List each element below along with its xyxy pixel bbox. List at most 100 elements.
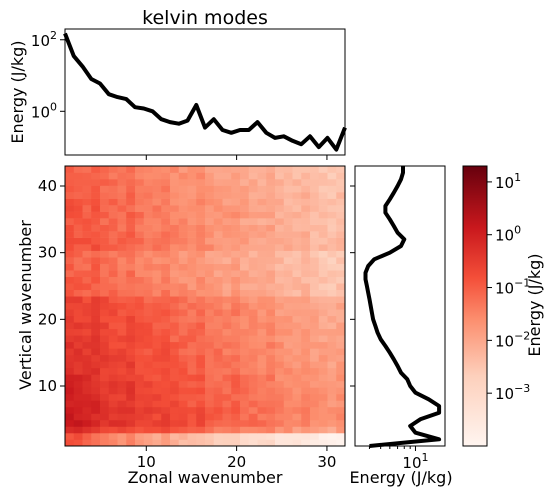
heatmap-cell	[170, 400, 180, 408]
heatmap-cell	[222, 244, 232, 251]
heatmap-cell	[108, 185, 118, 193]
heatmap-cell	[91, 270, 101, 277]
heatmap-cell	[117, 276, 127, 284]
heatmap-cell	[231, 335, 241, 343]
heatmap-cell	[336, 179, 346, 186]
heatmap-cell	[135, 328, 145, 336]
heatmap-cell	[248, 361, 258, 369]
heatmap-cell	[301, 302, 311, 310]
colorbar-tick-label: 10−2	[495, 329, 530, 350]
heatmap-cell	[292, 237, 302, 245]
heatmap-cell	[301, 419, 311, 427]
heatmap-cell	[65, 244, 75, 251]
heatmap-cell	[73, 348, 83, 356]
heatmap-cell	[73, 296, 83, 304]
heatmap-cell	[275, 426, 285, 434]
heatmap-cell	[310, 361, 320, 369]
heatmap-cell	[327, 283, 337, 291]
heatmap-cell	[301, 413, 311, 421]
heatmap-cell	[126, 322, 136, 330]
heatmap-cell	[143, 354, 153, 362]
heatmap-cell	[178, 185, 188, 193]
heatmap-cell	[196, 179, 206, 186]
heatmap-cell	[187, 380, 197, 388]
heatmap-cell	[318, 426, 328, 434]
heatmap-cell	[231, 354, 241, 362]
heatmap-cell	[336, 224, 346, 232]
heatmap-cell	[213, 283, 223, 291]
heatmap-cell	[336, 205, 346, 212]
heatmap-cell	[178, 315, 188, 323]
heatmap-cell	[266, 387, 276, 395]
heatmap-cell	[301, 406, 311, 414]
heatmap-cell	[231, 322, 241, 330]
heatmap-cell	[100, 341, 110, 349]
heatmap-cell	[135, 270, 145, 277]
heatmap-cell	[266, 192, 276, 199]
heatmap-cell	[257, 400, 267, 408]
heatmap-cell	[248, 224, 258, 232]
heatmap-cell	[205, 322, 215, 330]
heatmap-cell	[143, 393, 153, 401]
heatmap-cell	[126, 419, 136, 427]
heatmap-cell	[82, 237, 92, 245]
heatmap-cell	[292, 387, 302, 395]
heatmap-cell	[275, 387, 285, 395]
heatmap-cell	[91, 374, 101, 382]
heatmap-cell	[161, 237, 171, 245]
heatmap-cell	[283, 406, 293, 414]
heatmap-cell	[336, 406, 346, 414]
heatmap-cell	[117, 198, 127, 206]
heatmap-cell	[327, 289, 337, 297]
heatmap-cell	[73, 231, 83, 238]
heatmap-cell	[187, 296, 197, 304]
heatmap-cell	[135, 166, 145, 173]
profile-xtick-label: 101	[402, 451, 428, 472]
heatmap-cell	[108, 224, 118, 232]
heatmap-cell	[178, 432, 188, 440]
heatmap-cell	[108, 211, 118, 219]
heatmap-cell	[257, 289, 267, 297]
heatmap-cell	[117, 361, 127, 369]
heatmap-cell	[73, 192, 83, 199]
heatmap-cell	[117, 172, 127, 180]
heatmap-cell	[100, 335, 110, 343]
heatmap-cell	[82, 367, 92, 375]
heatmap-cell	[205, 335, 215, 343]
heatmap-cell	[82, 328, 92, 336]
heatmap-cell	[213, 211, 223, 219]
heatmap-cell	[126, 198, 136, 206]
heatmap-cell	[231, 309, 241, 317]
heatmap-cell	[126, 218, 136, 225]
heatmap-cell	[292, 380, 302, 388]
heatmap-cell	[283, 367, 293, 375]
heatmap-cell	[117, 367, 127, 375]
heatmap-cell	[143, 198, 153, 206]
heatmap-cell	[82, 426, 92, 434]
heatmap-cell	[327, 315, 337, 323]
heatmap-cell	[170, 296, 180, 304]
heatmap-cell	[73, 393, 83, 401]
heatmap-cell	[257, 257, 267, 264]
heatmap-cell	[257, 172, 267, 180]
heatmap-cell	[240, 205, 250, 212]
heatmap-cell	[82, 289, 92, 297]
heatmap-cell	[257, 283, 267, 291]
heatmap-cell	[143, 387, 153, 395]
heatmap-cell	[318, 257, 328, 264]
heatmap-cell	[248, 179, 258, 186]
heatmap-cell	[240, 289, 250, 297]
heatmap-cell	[318, 205, 328, 212]
heatmap-cell	[213, 231, 223, 238]
heatmap-cell	[65, 205, 75, 212]
heatmap-cell	[135, 361, 145, 369]
heatmap-cell	[143, 237, 153, 245]
heatmap-cell	[91, 426, 101, 434]
heatmap-cell	[135, 283, 145, 291]
heatmap-cell	[108, 257, 118, 264]
heatmap-cell	[240, 263, 250, 271]
heatmap-cell	[205, 400, 215, 408]
heatmap-cell	[161, 393, 171, 401]
heatmap-cell	[152, 276, 162, 284]
heatmap-cell	[187, 406, 197, 414]
